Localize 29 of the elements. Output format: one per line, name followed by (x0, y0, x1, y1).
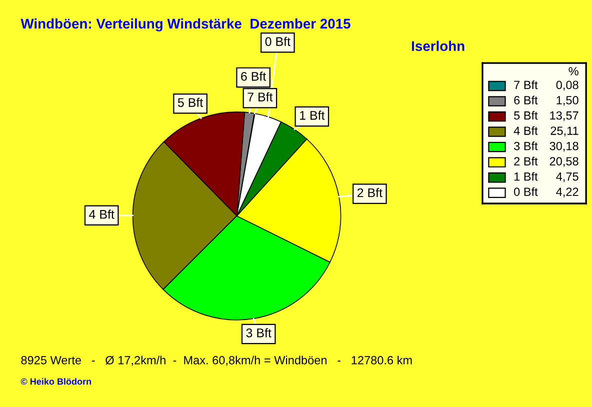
data-label: 4,75 (556, 172, 578, 182)
legend-label: 6 Bft (514, 96, 538, 104)
legend-label: 1 Bft (514, 172, 538, 181)
chart-subtitle: Iserlohn (412, 40, 464, 52)
legend-label: 4 Bft (514, 126, 538, 135)
data-label: 4,22 (556, 188, 578, 198)
slice-label: 3 Bft (246, 328, 272, 338)
data-label: 0,08 (556, 80, 578, 91)
legend-label: 0 Bft (514, 187, 538, 196)
legend-label: 7 Bft (514, 80, 538, 90)
legend-label: 3 Bft (514, 142, 538, 150)
text: 8925 Werte - Ø 17,2km/h - Max. 60,8km/h = Windböen - 12780.6 km (21, 356, 412, 366)
slice-label: 5 Bft (178, 98, 204, 107)
data-label: 20,58 (550, 157, 578, 167)
data-label: 25,11 (550, 126, 578, 136)
slice-label: 4 Bft (89, 210, 114, 219)
text: © Heiko Blödorn (20, 378, 92, 385)
data-label: 30,18 (550, 142, 578, 152)
slice-label: 7 Bft (248, 92, 273, 102)
slice-label: 0 Bft (265, 36, 290, 46)
legend-label: 2 Bft (514, 156, 538, 166)
chart-title: Windböen: Verteilung Windstärke Dezember 2015 (20, 18, 350, 32)
slice-label: 2 Bft (357, 188, 382, 198)
data-label: 1,50 (556, 96, 578, 106)
data-label: 13,57 (550, 111, 578, 122)
legend-label: 5 Bft (514, 111, 538, 120)
legend-title: % (568, 67, 578, 76)
slice-label: 1 Bft (300, 110, 325, 120)
slice-label: 6 Bft (241, 72, 266, 81)
